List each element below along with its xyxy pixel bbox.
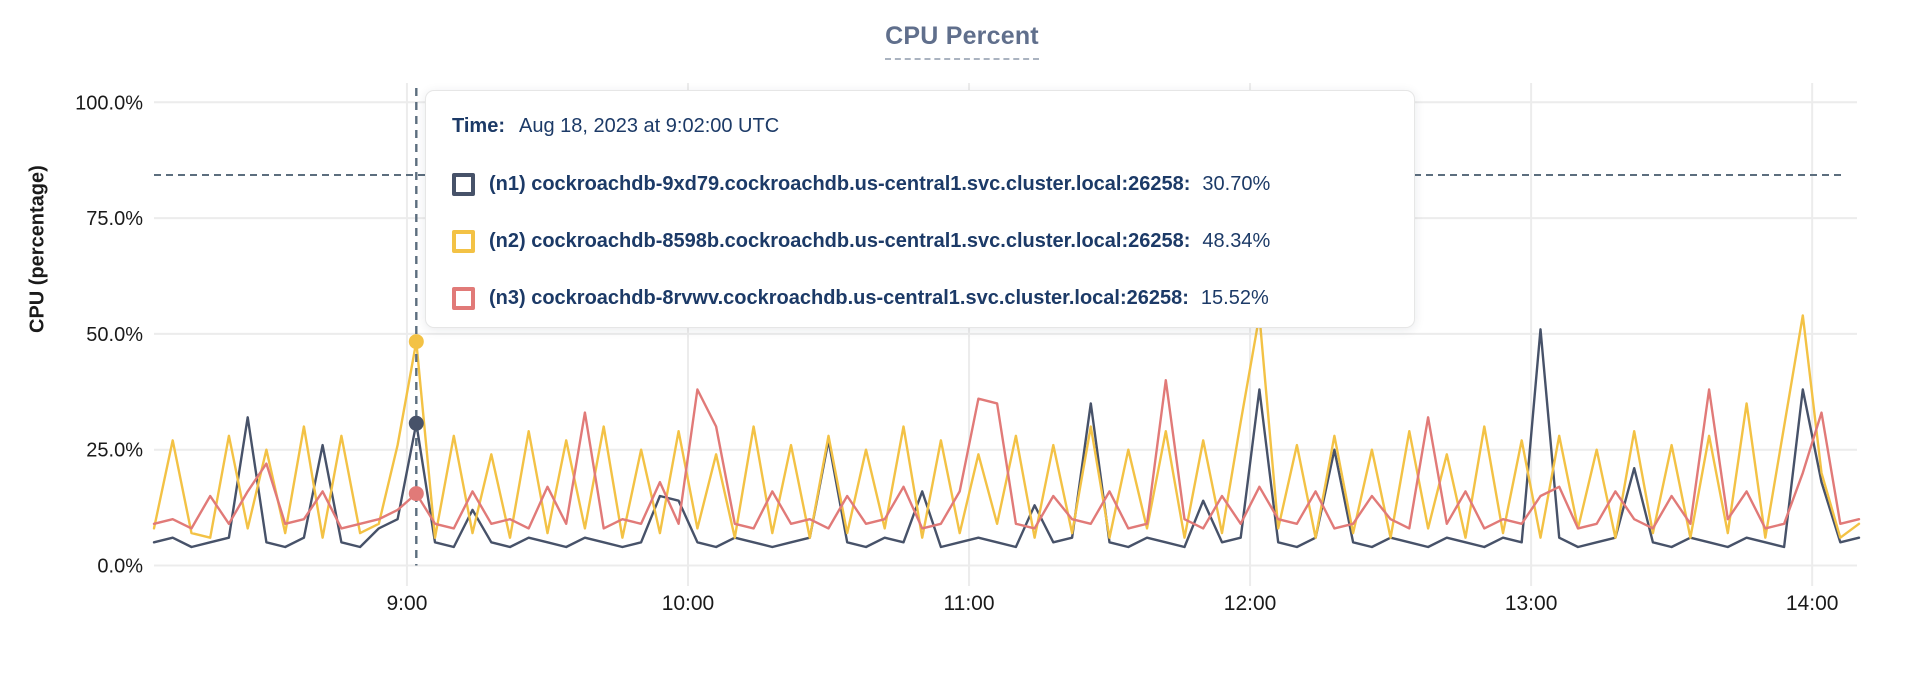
x-tick-label: 13:00	[1505, 592, 1558, 615]
y-tick-label: 75.0%	[86, 208, 143, 230]
series-n3-name: (n3) cockroachdb-8rvwv.cockroachdb.us-ce…	[489, 287, 1189, 309]
chart-title: CPU Percent	[885, 22, 1039, 60]
hover-dot-n2	[408, 334, 424, 350]
hover-dot-n3	[408, 486, 424, 502]
hover-tooltip: Time: Aug 18, 2023 at 9:02:00 UTC (n1) co…	[425, 90, 1415, 328]
tooltip-time-row: Time: Aug 18, 2023 at 9:02:00 UTC	[452, 113, 1388, 139]
series-n3-swatch-icon	[452, 286, 475, 310]
tooltip-series-row: (n1) cockroachdb-9xd79.cockroachdb.us-ce…	[452, 172, 1388, 196]
series-line-n3[interactable]	[152, 379, 1861, 530]
tooltip-time-label: Time:	[452, 115, 505, 137]
x-tick-label: 11:00	[944, 592, 995, 615]
chart-title-wrap: CPU Percent	[0, 22, 1924, 60]
series-n2-value: 48.34%	[1202, 230, 1271, 252]
series-n2-swatch-icon	[452, 229, 475, 253]
series-line-n1[interactable]	[152, 328, 1861, 549]
series-n3-value: 15.52%	[1200, 287, 1269, 309]
y-tick-label: 0.0%	[97, 556, 143, 578]
x-tick-label: 10:00	[662, 592, 715, 615]
tooltip-series-row: (n2) cockroachdb-8598b.cockroachdb.us-ce…	[452, 229, 1388, 253]
series-n1-name: (n1) cockroachdb-9xd79.cockroachdb.us-ce…	[489, 173, 1191, 195]
series-n2-name: (n2) cockroachdb-8598b.cockroachdb.us-ce…	[489, 230, 1191, 252]
y-tick-label: 50.0%	[86, 324, 143, 346]
tooltip-time-value: Aug 18, 2023 at 9:02:00 UTC	[518, 115, 780, 137]
x-tick-label: 12:00	[1224, 592, 1277, 615]
series-n1-swatch-icon	[452, 172, 475, 196]
y-tick-label: 25.0%	[86, 440, 143, 462]
series-line-n2[interactable]	[152, 314, 1861, 539]
hover-dot-n1	[408, 415, 424, 431]
x-tick-label: 9:00	[387, 592, 428, 615]
tooltip-series-row: (n3) cockroachdb-8rvwv.cockroachdb.us-ce…	[452, 286, 1388, 310]
y-tick-label: 100.0%	[75, 92, 143, 114]
series-n1-value: 30.70%	[1202, 173, 1271, 195]
x-tick-label: 14:00	[1786, 592, 1839, 615]
